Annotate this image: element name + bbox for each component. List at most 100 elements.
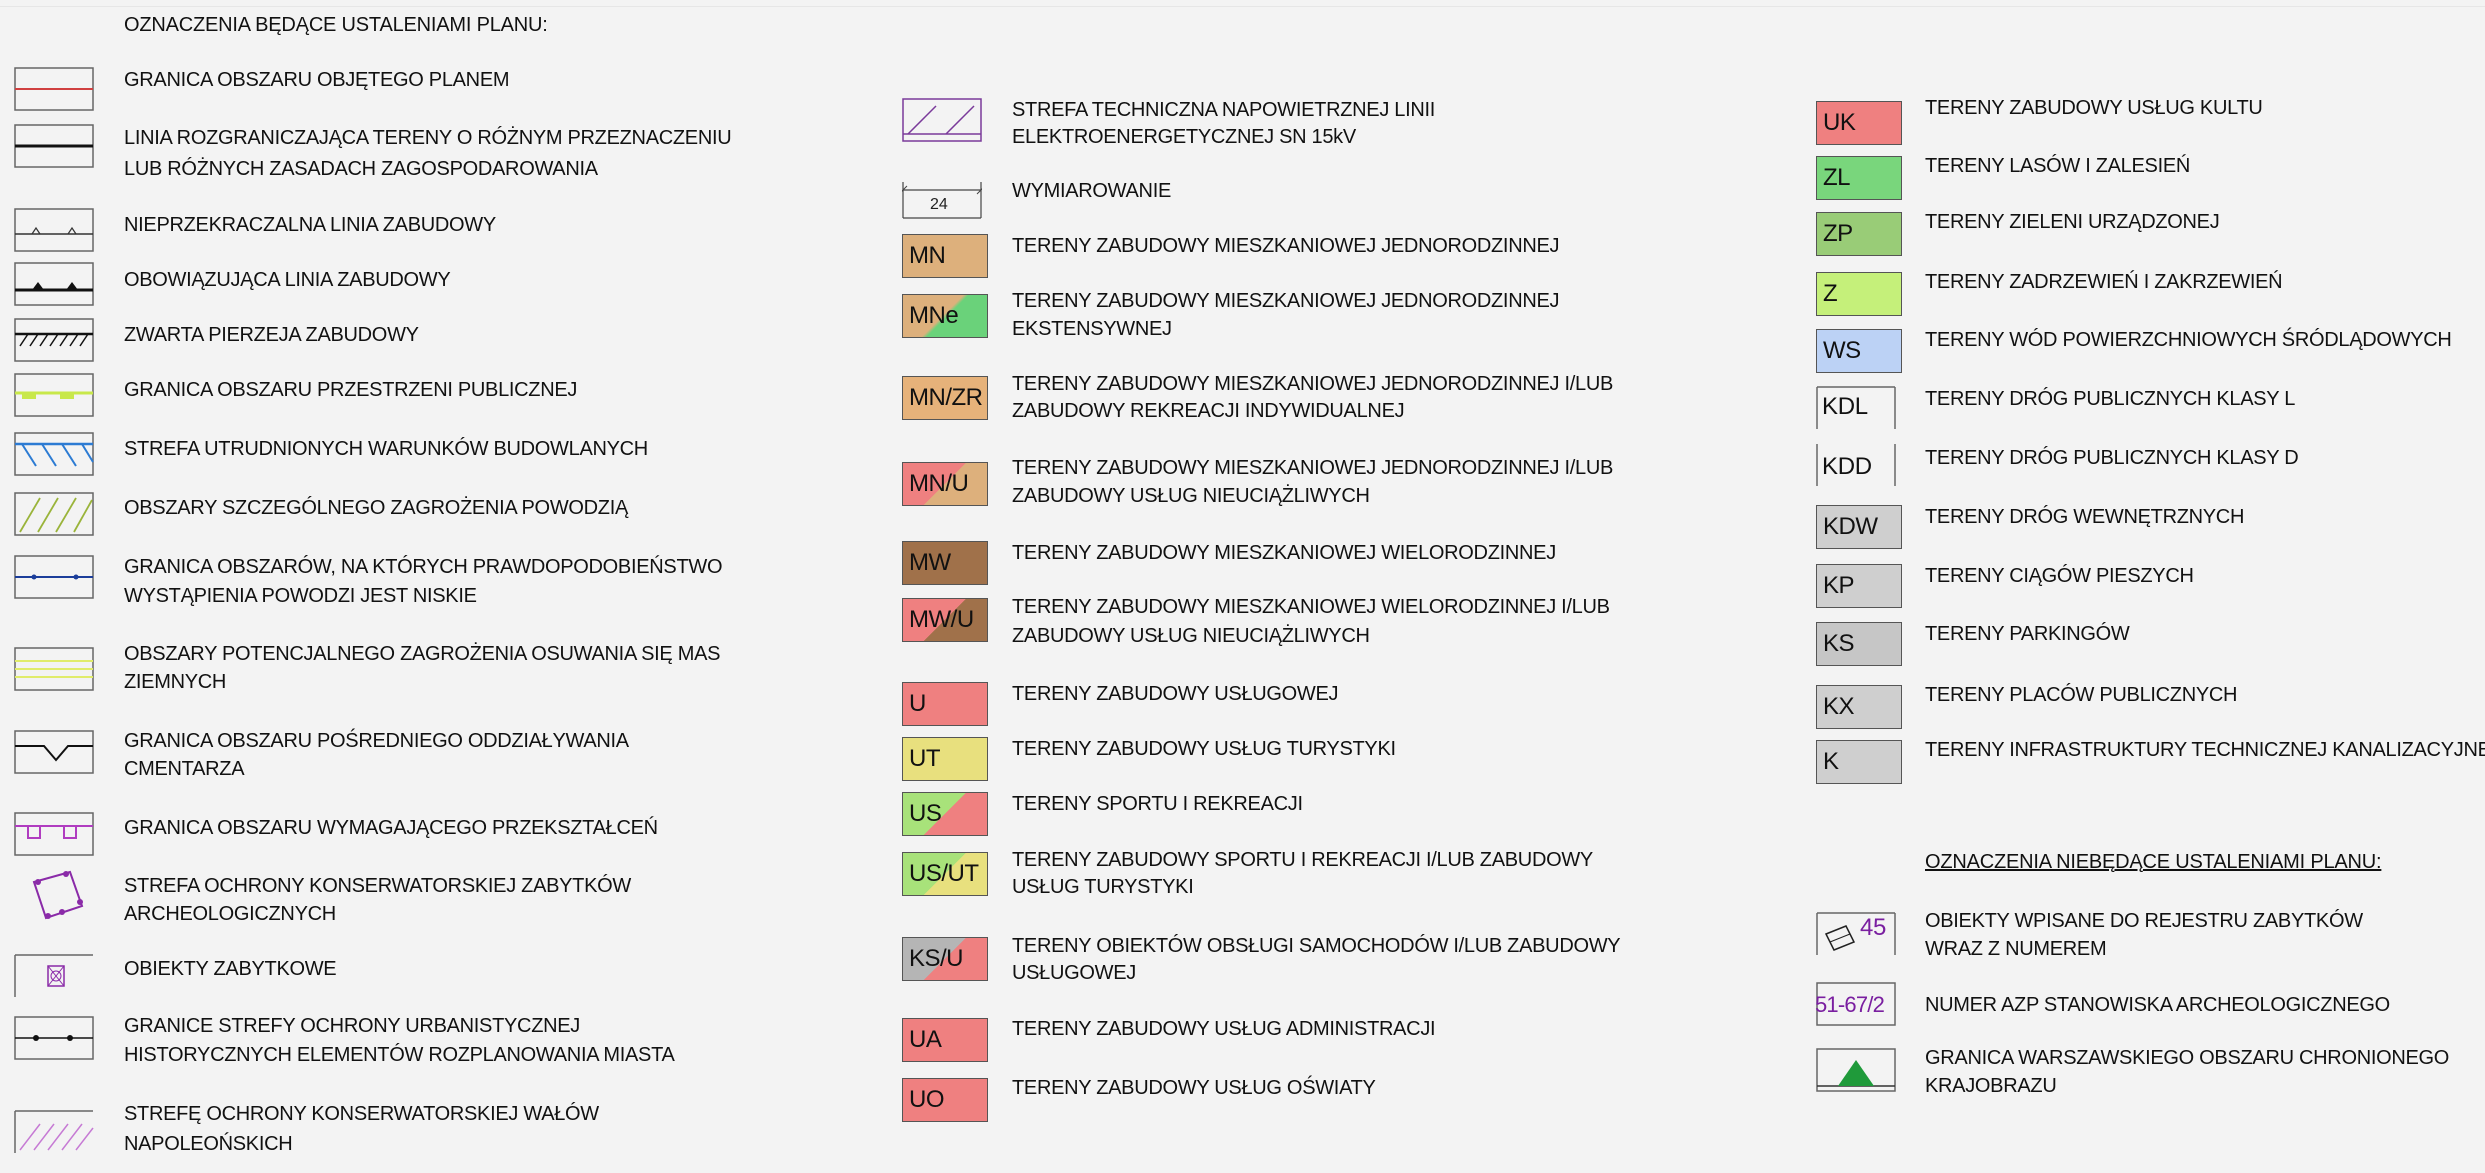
legend-label: TERENY ZABUDOWY USŁUG OŚWIATY	[1012, 1077, 1376, 1099]
zone-swatch-KX: KX	[1816, 685, 1902, 729]
legend-label: CMENTARZA	[124, 758, 245, 780]
legend-label: TERENY ZADRZEWIEŃ I ZAKRZEWIEŃ	[1925, 271, 2283, 293]
header-non-plan-determinations: OZNACZENIA NIEBĘDĄCE USTALENIAMI PLANU:	[1925, 851, 2382, 873]
zone-swatch-UA: UA	[902, 1018, 988, 1062]
legend-label: ARCHEOLOGICZNYCH	[124, 903, 336, 925]
zone-swatch-US: US	[902, 792, 988, 836]
legend-label: TERENY ZABUDOWY MIESZKANIOWEJ JEDNORODZI…	[1012, 290, 1560, 312]
legend-label: GRANICE STREFY OCHRONY URBANISTYCZNEJ	[124, 1015, 581, 1037]
legend-label: TERENY ZABUDOWY MIESZKANIOWEJ JEDNORODZI…	[1012, 373, 1613, 395]
legend-label: WRAZ Z NUMEREM	[1925, 938, 2107, 960]
legend-label: TERENY CIĄGÓW PIESZYCH	[1925, 565, 2194, 587]
zone-swatch-KDL	[1816, 386, 1896, 430]
legend-label: OBIEKTY ZABYTKOWE	[124, 958, 337, 980]
zone-swatch-WS: WS	[1816, 329, 1902, 373]
transformation-area-symbol	[14, 812, 94, 856]
legend-label: NIEPRZEKRACZALNA LINIA ZABUDOWY	[124, 214, 496, 236]
legend-label: TERENY OBIEKTÓW OBSŁUGI SAMOCHODÓW I/LUB…	[1012, 935, 1621, 957]
legend-label: HISTORYCZNYCH ELEMENTÓW ROZPLANOWANIA MI…	[124, 1044, 675, 1066]
azp-number: 51-67/2	[1815, 992, 1885, 1017]
legend-label: USŁUGOWEJ	[1012, 962, 1136, 984]
dimension-value: 24	[930, 196, 948, 213]
power-line-zone-symbol	[902, 98, 982, 142]
zone-swatch-KP: KP	[1816, 564, 1902, 608]
legend-label: OBIEKTY WPISANE DO REJESTRU ZABYTKÓW	[1925, 910, 2363, 932]
zone-swatch-MNU: MN/U	[902, 462, 988, 506]
zone-swatch-MN: MN	[902, 234, 988, 278]
azp-number-symbol	[1816, 982, 1896, 1026]
legend-label: STREFA TECHNICZNA NAPOWIETRZNEJ LINII	[1012, 99, 1436, 121]
monument-number: 45	[1860, 914, 1887, 941]
legend-label: ZIEMNYCH	[124, 671, 227, 693]
legend-label: TERENY ZABUDOWY USŁUG ADMINISTRACJI	[1012, 1018, 1436, 1040]
cemetery-influence-symbol	[14, 730, 94, 774]
zone-swatch-ZL: ZL	[1816, 156, 1902, 200]
zone-swatch-MNe: MNe	[902, 294, 988, 338]
archaeology-zone-symbol	[26, 868, 86, 924]
legend-label: TERENY PARKINGÓW	[1925, 623, 2130, 645]
zone-swatch-Z: Z	[1816, 272, 1902, 316]
zone-swatch-MWU: MW/U	[902, 598, 988, 642]
legend-label: NUMER AZP STANOWISKA ARCHEOLOGICZNEGO	[1925, 994, 2390, 1016]
legend-label: GRANICA OBSZARÓW, NA KTÓRYCH PRAWDOPODOB…	[124, 556, 723, 578]
legend-label: LINIA ROZGRANICZAJĄCA TERENY O RÓŻNYM PR…	[124, 127, 732, 149]
legend-label: TERENY WÓD POWIERZCHNIOWYCH ŚRÓDLĄDOWYCH	[1925, 329, 2452, 351]
legend-label: TERENY ZABUDOWY MIESZKANIOWEJ JEDNORODZI…	[1012, 457, 1613, 479]
zone-swatch-UO: UO	[902, 1078, 988, 1122]
mandatory-building-line-symbol	[14, 262, 94, 306]
historic-object-symbol	[14, 954, 94, 998]
legend-label: TERENY ZABUDOWY USŁUG KULTU	[1925, 97, 2263, 119]
legend-label: ZABUDOWY REKREACJI INDYWIDUALNEJ	[1012, 400, 1405, 422]
legend-label: ELEKTROENERGETYCZNEJ SN 15kV	[1012, 126, 1356, 148]
legend-label: ZABUDOWY USŁUG NIEUCIĄŻLIWYCH	[1012, 625, 1370, 647]
legend-label: TERENY ZABUDOWY USŁUG TURYSTYKI	[1012, 738, 1396, 760]
zone-swatch-MNZR: MN/ZR	[902, 376, 988, 420]
legend-label: TERENY ZABUDOWY MIESZKANIOWEJ JEDNORODZI…	[1012, 235, 1560, 257]
legend-label: TERENY LASÓW I ZALESIEŃ	[1925, 155, 2191, 177]
zone-swatch-UT: UT	[902, 737, 988, 781]
legend-label: TERENY DRÓG WEWNĘTRZNYCH	[1925, 506, 2245, 528]
low-flood-probability-symbol	[14, 555, 94, 599]
legend-label: WYSTĄPIENIA POWODZI JEST NISKIE	[124, 585, 477, 607]
legend-label: GRANICA OBSZARU PRZESTRZENI PUBLICZNEJ	[124, 379, 578, 401]
legend-label: NAPOLEOŃSKICH	[124, 1133, 293, 1155]
building-line-limit-symbol	[14, 208, 94, 252]
legend-label: LUB RÓŻNYCH ZASADACH ZAGOSPODAROWANIA	[124, 158, 598, 180]
legend-label: TERENY DRÓG PUBLICZNYCH KLASY L	[1925, 388, 2296, 410]
zone-code: KDL	[1822, 393, 1868, 420]
protected-landscape-symbol	[1816, 1048, 1896, 1092]
napoleonic-ramparts-symbol	[14, 1110, 94, 1154]
zone-swatch-KDW: KDW	[1816, 505, 1902, 549]
legend-label: TERENY ZABUDOWY MIESZKANIOWEJ WIELORODZI…	[1012, 596, 1610, 618]
legend-label: TERENY ZABUDOWY MIESZKANIOWEJ WIELORODZI…	[1012, 542, 1556, 564]
dimension-symbol: 24	[902, 178, 982, 222]
legend-label: TERENY ZABUDOWY USŁUGOWEJ	[1012, 683, 1339, 705]
flood-hazard-symbol	[14, 492, 94, 536]
top-rule	[0, 6, 2485, 7]
legend-label: GRANICA OBSZARU POŚREDNIEGO ODDZIAŁYWANI…	[124, 730, 629, 752]
legend-label: EKSTENSYWNEJ	[1012, 318, 1172, 340]
zone-swatch-KS: KS	[1816, 622, 1902, 666]
legend-label: GRANICA OBSZARU OBJĘTEGO PLANEM	[124, 69, 510, 91]
legend-label: TERENY ZABUDOWY SPORTU I REKREACJI I/LUB…	[1012, 849, 1593, 871]
registered-monument-symbol	[1816, 912, 1896, 956]
legend-label: TERENY PLACÓW PUBLICZNYCH	[1925, 684, 2238, 706]
public-space-boundary-symbol	[14, 373, 94, 417]
landslide-hazard-symbol	[14, 647, 94, 691]
legend-label: KRAJOBRAZU	[1925, 1075, 2057, 1097]
legend-label: STREFĘ OCHRONY KONSERWATORSKIEJ WAŁÓW	[124, 1103, 599, 1125]
legend-label: STREFA OCHRONY KONSERWATORSKIEJ ZABYTKÓW	[124, 875, 631, 897]
legend-label: USŁUG TURYSTYKI	[1012, 876, 1194, 898]
legend-label: GRANICA WARSZAWSKIEGO OBSZARU CHRONIONEG…	[1925, 1047, 2450, 1069]
zone-swatch-KDD	[1816, 443, 1896, 487]
urban-protection-zone-symbol	[14, 1016, 94, 1060]
plan-boundary-symbol	[14, 67, 94, 111]
zone-swatch-ZP: ZP	[1816, 212, 1902, 256]
legend-label: GRANICA OBSZARU WYMAGAJĄCEGO PRZEKSZTAŁC…	[124, 817, 658, 839]
difficult-building-conditions-symbol	[14, 432, 94, 476]
continuous-frontage-symbol	[14, 318, 94, 362]
legend-label: TERENY ZIELENI URZĄDZONEJ	[1925, 211, 2220, 233]
legend-label: OBSZARY POTENCJALNEGO ZAGROŻENIA OSUWANI…	[124, 643, 721, 665]
zone-swatch-K: K	[1816, 740, 1902, 784]
zone-swatch-USUT: US/UT	[902, 852, 988, 896]
